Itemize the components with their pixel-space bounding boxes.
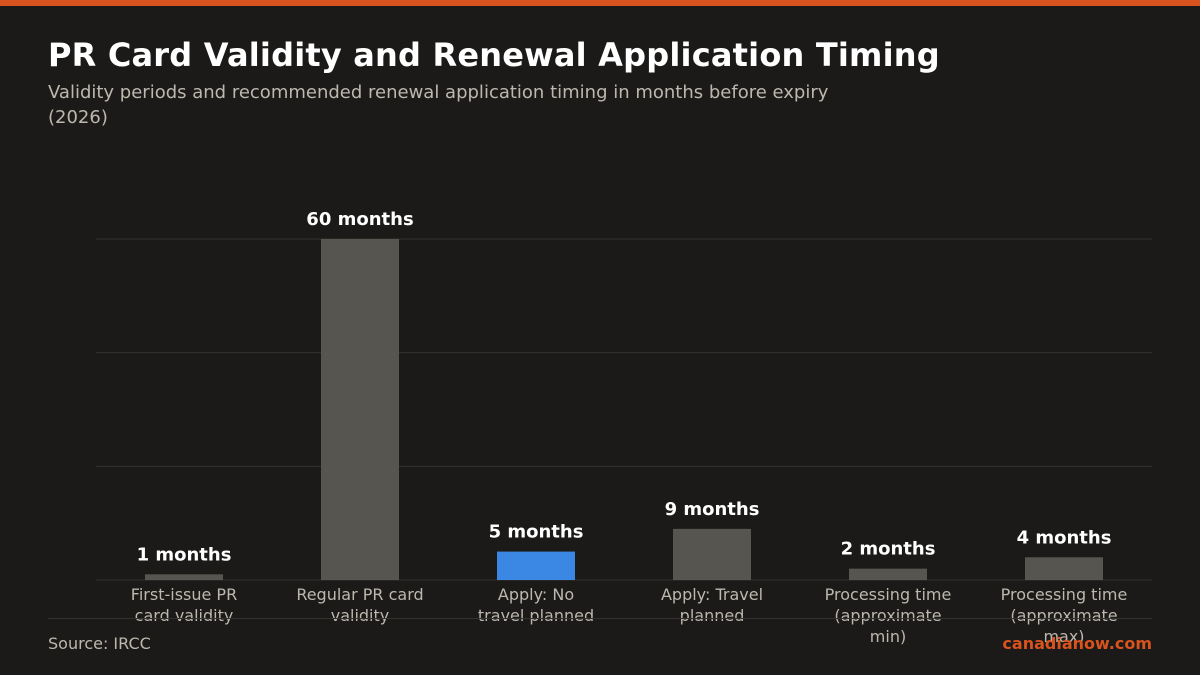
category-label: Regular PR card validity (296, 585, 423, 625)
data-label: 5 months (489, 522, 584, 543)
data-label: 60 months (306, 209, 413, 230)
data-label: 2 months (841, 539, 936, 560)
bar (849, 568, 927, 580)
data-label: 1 months (137, 544, 232, 565)
bar (1025, 557, 1103, 580)
category-label: Processing time (approximate min) (825, 585, 952, 646)
brand-link[interactable]: canadianow.com (1002, 634, 1152, 653)
bar (673, 528, 751, 580)
bar (145, 574, 223, 580)
category-label: Processing time (approximate max) (1001, 585, 1128, 646)
chart-subtitle: Validity periods and recommended renewal… (48, 82, 829, 128)
bar (497, 551, 575, 580)
source-note: Source: IRCC (48, 634, 151, 653)
footer-divider (48, 618, 1152, 619)
category-label: First-issue PR card validity (131, 585, 237, 625)
data-label: 4 months (1017, 527, 1112, 548)
category-label: Apply: Travel planned (661, 585, 763, 625)
category-label: Apply: No travel planned (478, 585, 594, 625)
bar (321, 239, 399, 580)
data-label: 9 months (665, 499, 760, 520)
accent-top-bar (0, 0, 1200, 6)
chart-title: PR Card Validity and Renewal Application… (48, 36, 940, 74)
